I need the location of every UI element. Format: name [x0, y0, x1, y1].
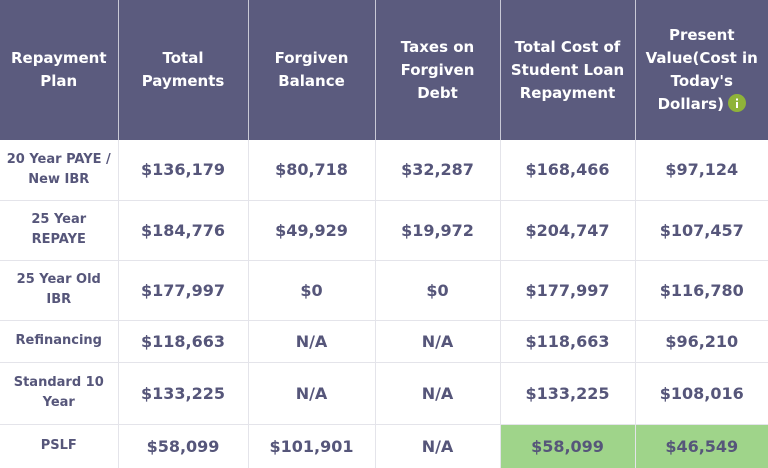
- table-row: Refinancing $118,663 N/A N/A $118,663 $96,210: [0, 320, 768, 363]
- cell-value: $204,747: [500, 200, 636, 261]
- column-header-text: Repayment Plan: [10, 49, 107, 90]
- cell-value: N/A: [248, 362, 376, 425]
- cell-value: $58,099: [500, 424, 636, 468]
- cell-value: $136,179: [118, 140, 249, 201]
- cell-value: $184,776: [118, 200, 249, 261]
- plan-name: Standard 10 Year: [0, 362, 119, 425]
- table-header: Repayment Plan Total Payments Forgiven Bal…: [0, 0, 768, 140]
- cell-value: $80,718: [248, 140, 376, 201]
- cell-value: $108,016: [635, 362, 768, 425]
- plan-name: 20 Year PAYE / New IBR: [0, 140, 119, 201]
- cell-value: N/A: [248, 320, 376, 363]
- table-row: PSLF $58,099 $101,901 N/A $58,099 $46,549: [0, 424, 768, 468]
- cell-value: $177,997: [118, 260, 249, 321]
- column-header-text: Present Value(Cost in Today's Dollars): [645, 26, 758, 113]
- column-header-text: Total Payments: [141, 49, 225, 90]
- table-row: 25 Year Old IBR $177,997 $0 $0 $177,997 $116,…: [0, 260, 768, 321]
- plan-name: 25 Year REPAYE: [0, 200, 119, 261]
- info-glyph: [735, 98, 738, 108]
- cell-value: $101,901: [248, 424, 376, 468]
- cell-value: $49,929: [248, 200, 376, 261]
- header-row: Repayment Plan Total Payments Forgiven Bal…: [0, 0, 768, 140]
- plan-name: 25 Year Old IBR: [0, 260, 119, 321]
- table-row: 25 Year REPAYE $184,776 $49,929 $19,972 $204…: [0, 200, 768, 261]
- table-row: 20 Year PAYE / New IBR $136,179 $80,718 $32…: [0, 140, 768, 201]
- table-row: Standard 10 Year $133,225 N/A N/A $133,225 $1…: [0, 362, 768, 425]
- cell-value: $58,099: [118, 424, 249, 468]
- cell-value: $168,466: [500, 140, 636, 201]
- cell-value: $107,457: [635, 200, 768, 261]
- column-header: Forgiven Balance: [248, 0, 376, 140]
- cell-value: $116,780: [635, 260, 768, 321]
- cell-value: $96,210: [635, 320, 768, 363]
- column-header-text: Taxes on Forgiven Debt: [400, 37, 475, 102]
- info-icon[interactable]: [727, 94, 746, 112]
- plan-name: PSLF: [0, 424, 119, 468]
- cell-value: $177,997: [500, 260, 636, 321]
- cell-value: $133,225: [118, 362, 249, 425]
- cell-value: $97,124: [635, 140, 768, 201]
- cell-value: $0: [375, 260, 501, 321]
- column-header: Total Cost of Student Loan Repayment: [500, 0, 636, 140]
- cell-value: $19,972: [375, 200, 501, 261]
- column-header: Repayment Plan: [0, 0, 119, 140]
- cell-value: N/A: [375, 320, 501, 363]
- cell-value: $118,663: [500, 320, 636, 363]
- column-header: Taxes on Forgiven Debt: [375, 0, 501, 140]
- cell-value: $32,287: [375, 140, 501, 201]
- cell-value: $118,663: [118, 320, 249, 363]
- cell-value: N/A: [375, 362, 501, 425]
- plan-name: Refinancing: [0, 320, 119, 363]
- cell-value: $0: [248, 260, 376, 321]
- table-body: 20 Year PAYE / New IBR $136,179 $80,718 $32…: [0, 140, 768, 468]
- column-header: Total Payments: [118, 0, 249, 140]
- column-header: Present Value(Cost in Today's Dollars): [635, 0, 768, 140]
- cell-value: $133,225: [500, 362, 636, 425]
- column-header-text: Forgiven Balance: [274, 49, 349, 90]
- column-header-text: Total Cost of Student Loan Repayment: [510, 37, 625, 102]
- cell-value: $46,549: [635, 424, 768, 468]
- cell-value: N/A: [375, 424, 501, 468]
